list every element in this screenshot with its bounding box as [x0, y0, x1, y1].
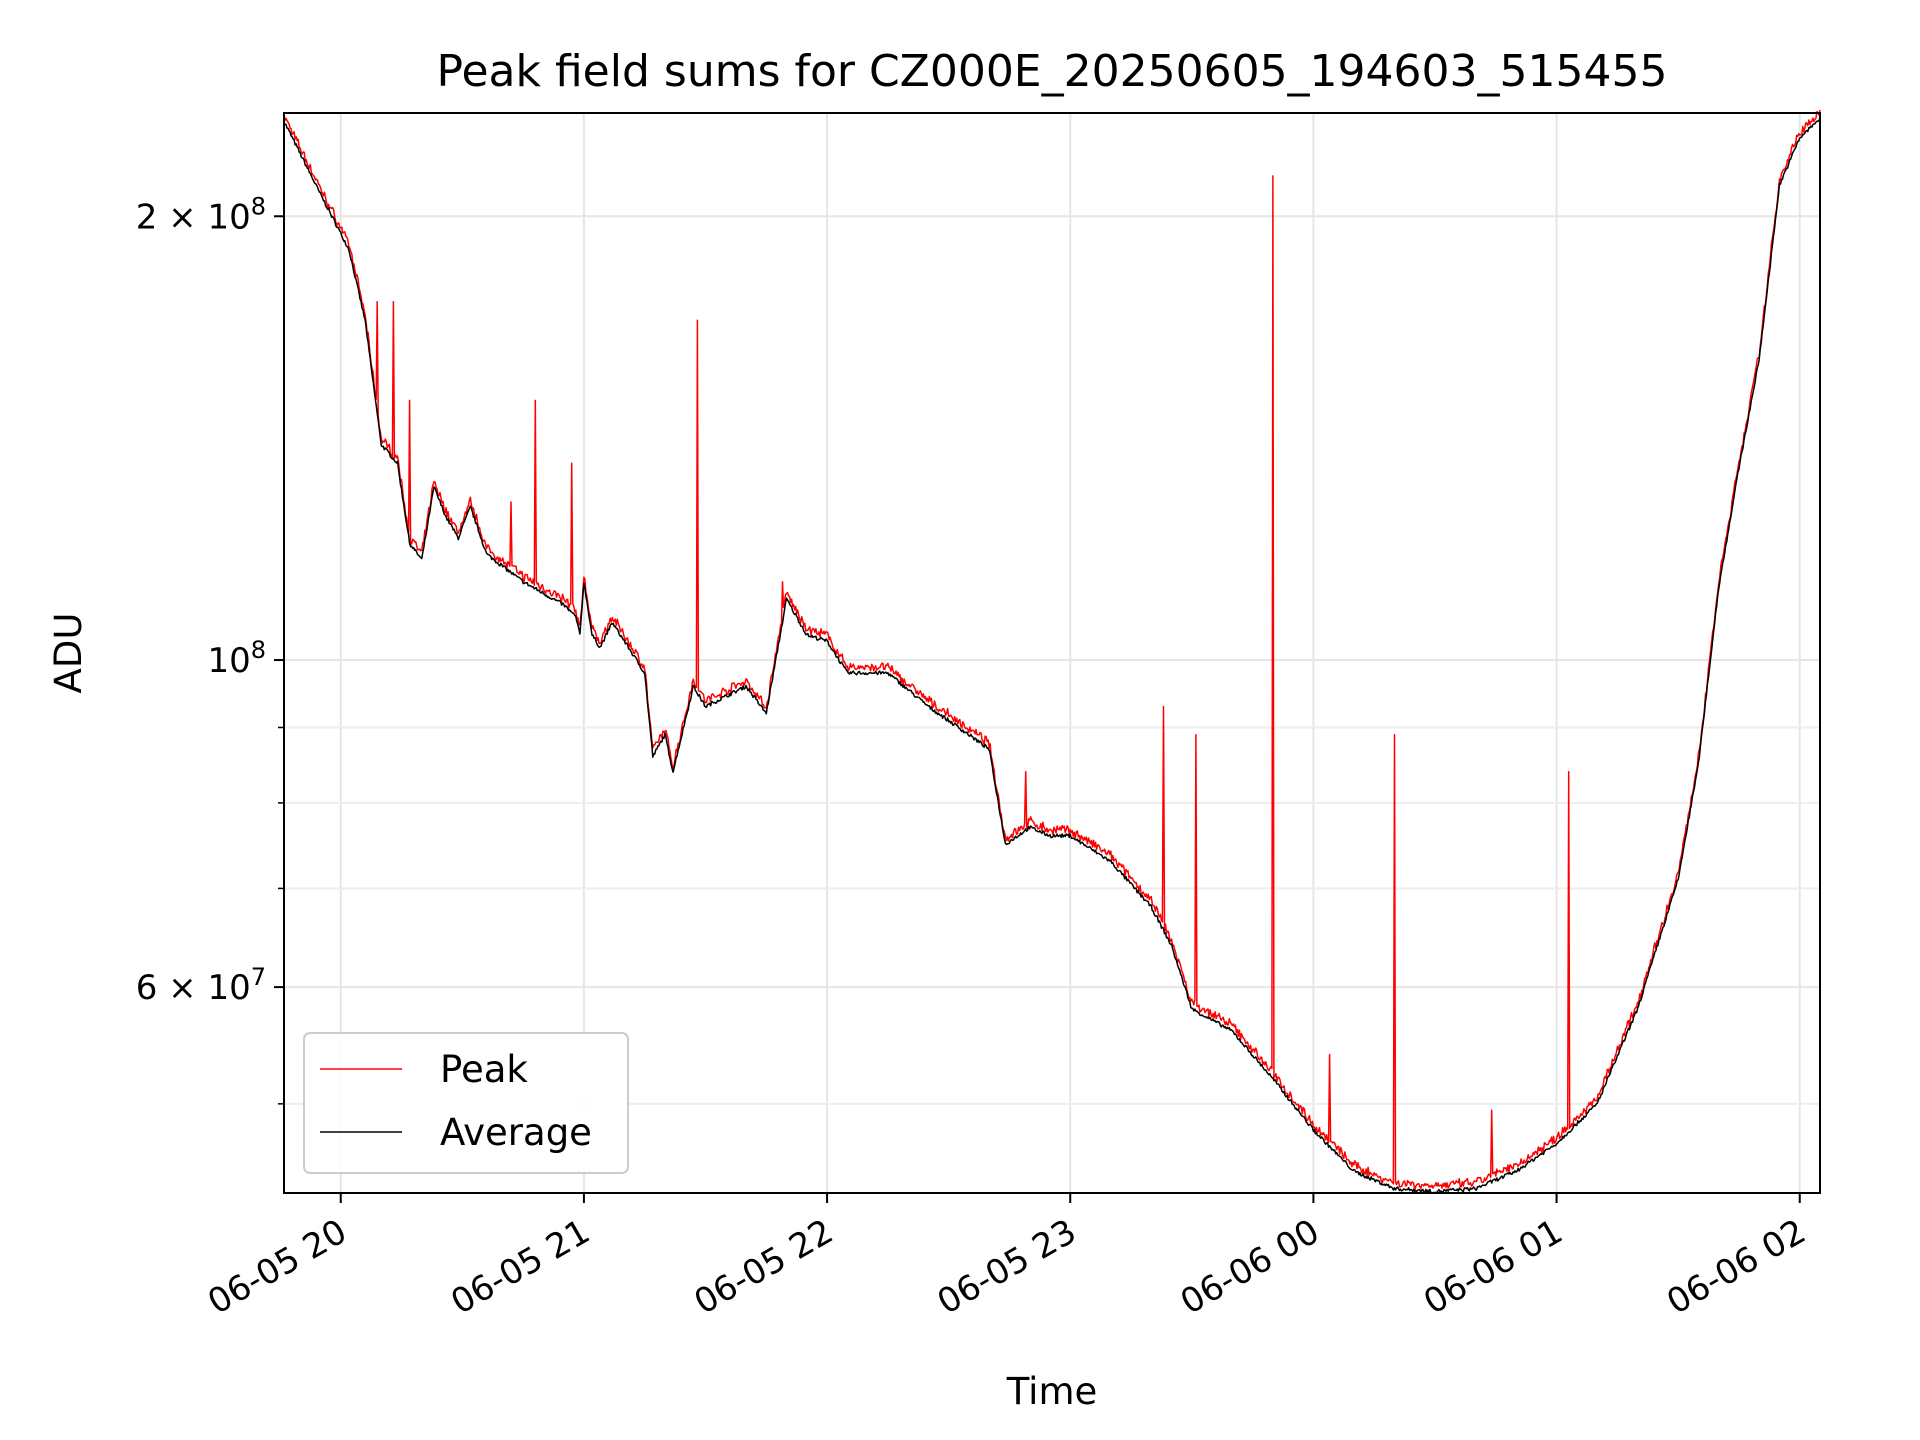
y-tick-label: 2 × 108	[136, 192, 266, 237]
series-layer	[283, 109, 1821, 1194]
x-axis-label: Time	[1006, 1370, 1098, 1413]
grid-lines	[284, 113, 1820, 1193]
plot-frame	[283, 112, 1821, 1194]
legend-label-average: Average	[440, 1111, 592, 1154]
y-axis-ticks: 2 × 108 108 6 × 107	[136, 192, 284, 1105]
legend-box	[303, 1032, 629, 1174]
y-axis-label: ADU	[47, 613, 90, 694]
y-tick-label: 108	[207, 636, 266, 681]
series-line-average	[283, 118, 1821, 1194]
legend-label-peak: Peak	[440, 1048, 528, 1091]
y-tick-label: 6 × 107	[136, 963, 266, 1008]
series-line-peak	[283, 109, 1821, 1191]
legend: Peak Average	[303, 1032, 629, 1174]
chart-title: Peak field sums for CZ000E_20250605_1946…	[437, 46, 1668, 97]
